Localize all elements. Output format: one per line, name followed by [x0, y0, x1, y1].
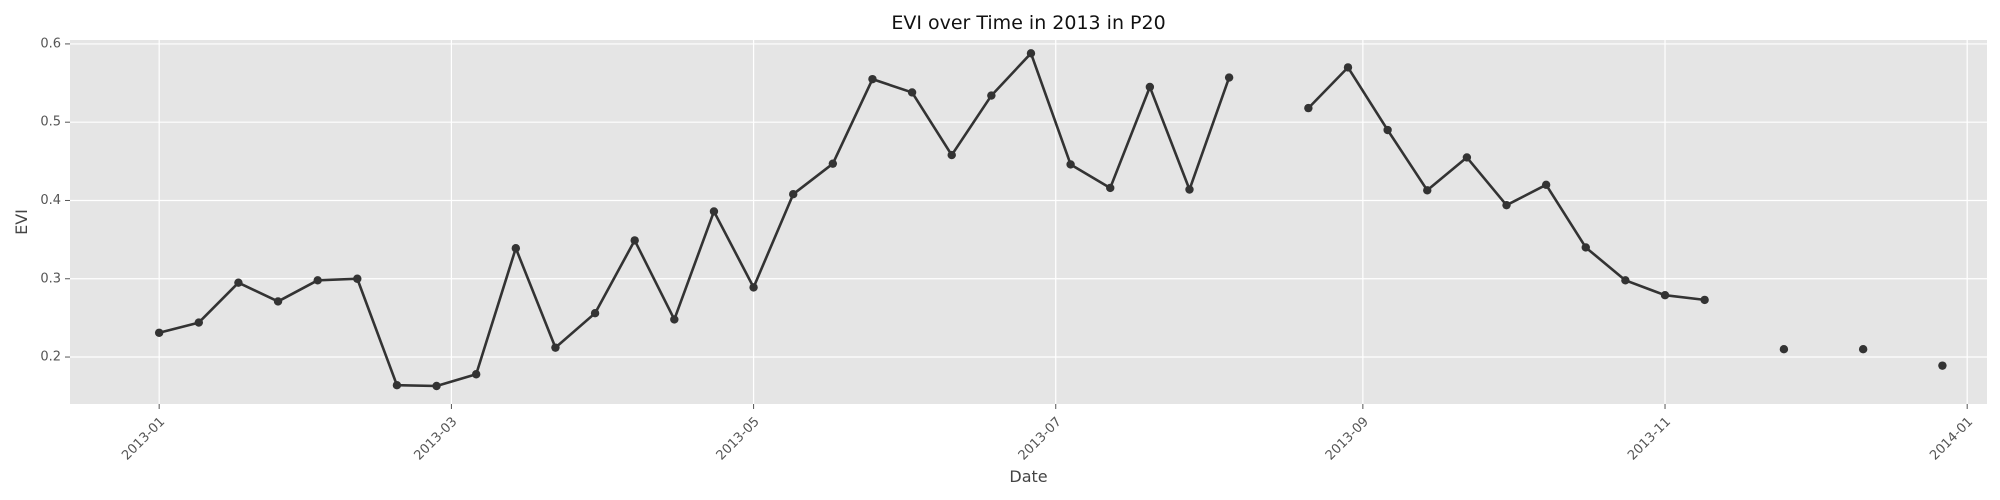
data-point: [1858, 345, 1868, 354]
plot-area: [70, 40, 1987, 404]
data-point: [1700, 295, 1709, 305]
data-point: [1660, 290, 1670, 300]
data-point: [1502, 200, 1511, 210]
x-tick-label: 2014-01: [1927, 414, 1976, 463]
data-point: [1026, 49, 1036, 58]
y-axis: 0.2 0.3 0.4 0.5 0.6: [40, 36, 70, 365]
data-point: [1066, 160, 1075, 169]
y-tick-label: 0.4: [40, 193, 61, 208]
series-layer: [154, 49, 1947, 391]
y-axis-label: EVI: [12, 209, 31, 235]
data-point: [590, 308, 600, 318]
data-point: [1106, 183, 1115, 193]
y-tick-label: 0.2: [40, 350, 61, 365]
data-point: [1938, 361, 1947, 370]
x-tick-label: 2013-09: [1323, 414, 1372, 463]
data-point: [234, 278, 243, 287]
y-tick-label: 0.3: [40, 271, 61, 286]
data-point: [1621, 276, 1630, 285]
data-point: [1581, 243, 1590, 252]
chart-title: EVI over Time in 2013 in P20: [891, 12, 1165, 34]
data-point: [1779, 345, 1789, 354]
grid-lines: [70, 40, 1987, 404]
data-point: [1304, 103, 1313, 113]
x-tick-label: 2013-07: [1016, 414, 1065, 463]
data-point: [1423, 186, 1432, 195]
data-point: [1145, 82, 1155, 92]
data-point: [789, 190, 798, 199]
data-point: [392, 381, 402, 390]
data-point: [868, 74, 877, 84]
y-tick-label: 0.6: [40, 36, 61, 51]
data-point: [709, 207, 719, 216]
data-point: [828, 159, 838, 168]
data-point: [1343, 63, 1353, 72]
x-tick-label: 2013-05: [714, 414, 763, 463]
data-point: [1185, 185, 1194, 194]
y-tick-label: 0.5: [40, 115, 61, 130]
series-line: [157, 52, 1231, 388]
data-point: [313, 276, 322, 285]
x-tick-label: 2013-03: [411, 414, 460, 463]
data-point: [947, 150, 956, 160]
data-point: [432, 381, 441, 391]
data-point: [749, 283, 758, 292]
data-point: [987, 91, 996, 100]
data-point: [907, 88, 917, 97]
x-axis-label: Date: [1009, 467, 1047, 486]
data-point: [1383, 125, 1392, 135]
data-point: [194, 318, 203, 327]
data-point: [630, 236, 639, 245]
x-tick-label: 2013-11: [1625, 414, 1674, 463]
x-tick-label: 2013-01: [119, 414, 168, 463]
data-point: [551, 343, 560, 352]
data-point: [154, 328, 164, 337]
data-point: [670, 315, 679, 324]
data-point: [511, 244, 521, 253]
data-point: [1541, 180, 1551, 190]
data-point: [273, 297, 283, 306]
data-point: [471, 370, 481, 379]
x-axis: 2013-01 2013-03 2013-05 2013-07 2013-09 2013-…: [119, 404, 1976, 463]
data-point: [1224, 73, 1234, 82]
data-point: [1462, 153, 1472, 162]
data-point: [353, 274, 362, 283]
